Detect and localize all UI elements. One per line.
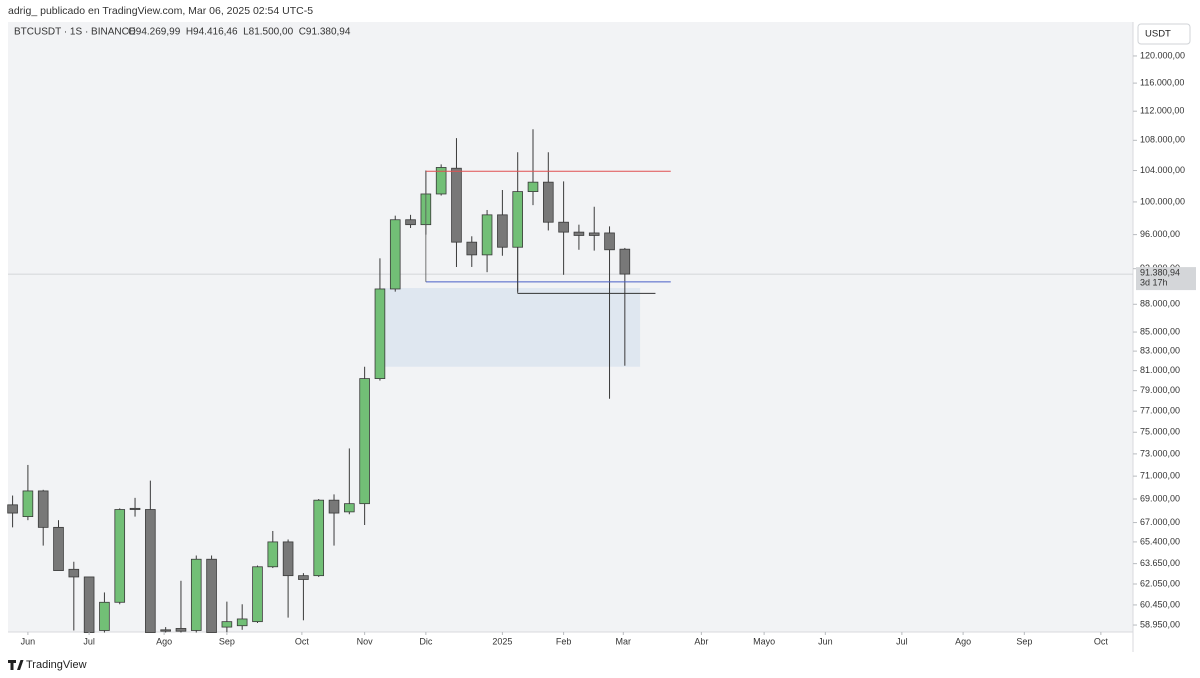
candle-body (175, 628, 187, 632)
candle-body (298, 575, 309, 580)
x-tick-label: Sep (219, 636, 235, 646)
y-tick-label: 88.000,00 (1140, 299, 1180, 309)
legend-symbol: BTCUSDT · 1S · BINANCE (14, 27, 136, 38)
candle-layer (7, 129, 631, 633)
candle-body (389, 219, 401, 290)
candle-body (160, 629, 171, 632)
y-tick-label: 75.000,00 (1140, 427, 1180, 437)
x-tick-label: Dic (419, 636, 432, 646)
x-tick-label: Sep (1016, 636, 1032, 646)
y-tick-label: 63.650,00 (1140, 558, 1180, 568)
x-tick-label: Jun (818, 636, 833, 646)
y-tick-label: 58.950,00 (1140, 619, 1180, 629)
y-tick-label: 100.000,00 (1140, 196, 1185, 206)
candle-body (558, 221, 569, 233)
x-tick-label: Ago (156, 636, 172, 646)
candle-body (83, 576, 95, 633)
candle-body (497, 214, 508, 248)
x-tick-label: Feb (556, 636, 572, 646)
y-tick-label: 77.000,00 (1140, 406, 1180, 416)
y-tick-label: 69.000,00 (1140, 493, 1180, 503)
x-tick-label: Ago (955, 636, 971, 646)
candle-body (512, 191, 523, 248)
x-tick-label: Mar (616, 636, 632, 646)
candle-body (68, 568, 80, 578)
candle-body (481, 214, 493, 256)
candle-body (588, 232, 600, 236)
candle-body (405, 219, 416, 226)
last-price-label: 91.380,94 (1140, 267, 1180, 277)
candle-body (53, 526, 64, 571)
x-tick-label: Oct (295, 636, 310, 646)
candle-body (22, 490, 34, 518)
x-tick-label: Oct (1094, 636, 1109, 646)
candle-body (267, 541, 279, 568)
candle-body (190, 558, 202, 631)
candle-body (466, 241, 478, 256)
footer-logo (8, 660, 24, 670)
candle-body (359, 378, 370, 505)
x-tick-label: Jul (896, 636, 908, 646)
candle-body (573, 231, 585, 236)
y-tick-label: 83.000,00 (1140, 345, 1180, 355)
y-tick-label: 71.000,00 (1140, 471, 1180, 481)
candle-body (328, 499, 340, 514)
candle-body (435, 167, 447, 195)
level-layer (425, 170, 671, 294)
y-tick-label: 112.000,00 (1140, 106, 1184, 116)
y-tick-label: 65.400,00 (1140, 536, 1180, 546)
axis-layer: 120.000,00 116.000,00 112.000,00 108.000,00… (21, 50, 1196, 646)
candle-body (7, 504, 18, 514)
candle-body (451, 167, 462, 243)
candle-body (604, 232, 615, 251)
y-tick-label: 81.000,00 (1140, 365, 1180, 375)
x-tick-label: Jul (83, 636, 95, 646)
y-tick-label: 67.000,00 (1140, 517, 1180, 527)
candle-body (543, 181, 554, 223)
x-tick-label: 2025 (492, 636, 512, 646)
candle-body (206, 558, 217, 633)
zone-layer (8, 273, 1133, 367)
candle-body (374, 288, 386, 379)
y-tick-label: 104.000,00 (1140, 165, 1185, 175)
y-tick-label: 60.450,00 (1140, 599, 1180, 609)
y-tick-label: 108.000,00 (1140, 135, 1185, 145)
y-tick-label: 73.000,00 (1140, 448, 1180, 458)
countdown-label: 3d 17h (1140, 277, 1168, 287)
candle-body (37, 490, 49, 528)
candle-body (129, 507, 141, 510)
y-tick-label: 85.000,00 (1140, 326, 1180, 336)
candle-body (221, 621, 233, 628)
candle-body (282, 541, 294, 577)
x-tick-label: Abr (694, 636, 708, 646)
y-tick-label: 79.000,00 (1140, 385, 1180, 395)
x-tick-label: Mayo (753, 636, 775, 646)
footer-brand: TradingView (26, 659, 87, 671)
unit-box[interactable] (1137, 23, 1191, 45)
candle-body (527, 181, 539, 192)
y-tick-label: 62.050,00 (1140, 578, 1180, 588)
y-tick-label: 96.000,00 (1140, 229, 1180, 239)
y-tick-label: 120.000,00 (1140, 50, 1185, 60)
candle-body (313, 499, 325, 577)
unit-label: USDT (1145, 29, 1171, 40)
candle-body (619, 248, 631, 275)
x-tick-label: Nov (357, 636, 374, 646)
last-price-box (1136, 267, 1196, 291)
header: adrig_ publicado en TradingView.com, Mar… (8, 5, 313, 17)
y-tick-label: 116.000,00 (1140, 77, 1184, 87)
zone (383, 288, 641, 367)
candle-body (252, 566, 263, 623)
legend-ohlc: O94.269,99 H94.416,46 L81.500,00 C91.380… (128, 27, 351, 38)
x-tick-label: Jun (21, 636, 36, 646)
candle-body (145, 509, 156, 633)
candle-body (236, 618, 248, 627)
candle-body (114, 509, 126, 603)
candle-body (99, 601, 110, 631)
candle-body (344, 503, 355, 513)
